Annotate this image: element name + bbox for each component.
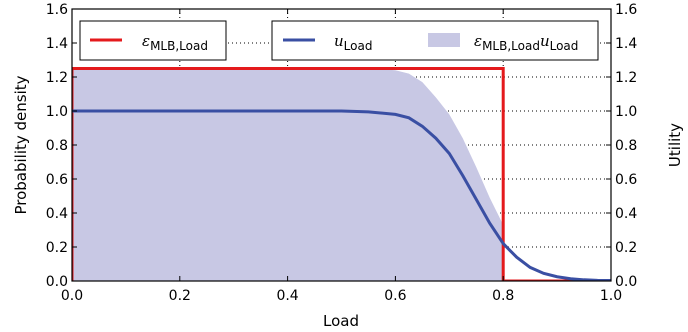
x-tick-label: 0.6 — [384, 288, 406, 304]
y-tick-label-left: 0.2 — [46, 240, 68, 256]
y-axis-label-right: Utility — [666, 123, 684, 167]
y-tick-label-right: 0.4 — [615, 206, 637, 222]
y-tick-label-right: 1.4 — [615, 36, 637, 52]
legend-utility-label: uLoad — [334, 32, 372, 53]
y-tick-label-left: 0.6 — [46, 172, 68, 188]
y-tick-label-left: 0.8 — [46, 138, 68, 154]
x-tick-label: 0.0 — [61, 288, 83, 304]
y-tick-label-left: 1.2 — [46, 70, 68, 86]
product-area — [72, 68, 504, 281]
y-tick-label-right: 0.8 — [615, 138, 637, 154]
y-tick-label-left: 1.0 — [46, 104, 68, 120]
y-tick-label-right: 0.0 — [615, 274, 637, 290]
legend-mlb-load-label: εMLB,Load — [142, 32, 208, 53]
y-tick-label-left: 1.4 — [46, 36, 68, 52]
utility-curve — [72, 109, 611, 281]
x-tick-label: 0.8 — [492, 288, 514, 304]
y-tick-label-right: 0.6 — [615, 172, 637, 188]
ticks: 0.0 0.2 0.4 0.6 0.8 1.00.0 0.00.2 0.20.4 0.40.6 0… — [46, 2, 638, 304]
legend-box-right: uLoad εMLB,LoaduLoad — [271, 20, 599, 61]
x-tick-label: 0.4 — [276, 288, 298, 304]
y-tick-label-right: 1.2 — [615, 70, 637, 86]
y-tick-label-left: 0.4 — [46, 206, 68, 222]
y-tick-label-right: 0.2 — [615, 240, 637, 256]
x-tick-label: 0.2 — [169, 288, 191, 304]
mlb-load-step-line — [72, 67, 611, 281]
y-tick-label-right: 1.0 — [615, 104, 637, 120]
legend-box-left: εMLB,Load — [79, 20, 227, 61]
y-axis-label-left: Probability density — [12, 75, 30, 214]
x-axis-label: Load — [323, 312, 359, 330]
legend-product-swatch — [428, 33, 460, 47]
x-tick-label: 1.0 — [600, 288, 622, 304]
legend-product-label: εMLB,LoaduLoad — [474, 32, 578, 53]
y-tick-label-left: 1.6 — [46, 2, 68, 18]
y-tick-label-right: 1.6 — [615, 2, 637, 18]
y-tick-label-left: 0.0 — [46, 274, 68, 290]
